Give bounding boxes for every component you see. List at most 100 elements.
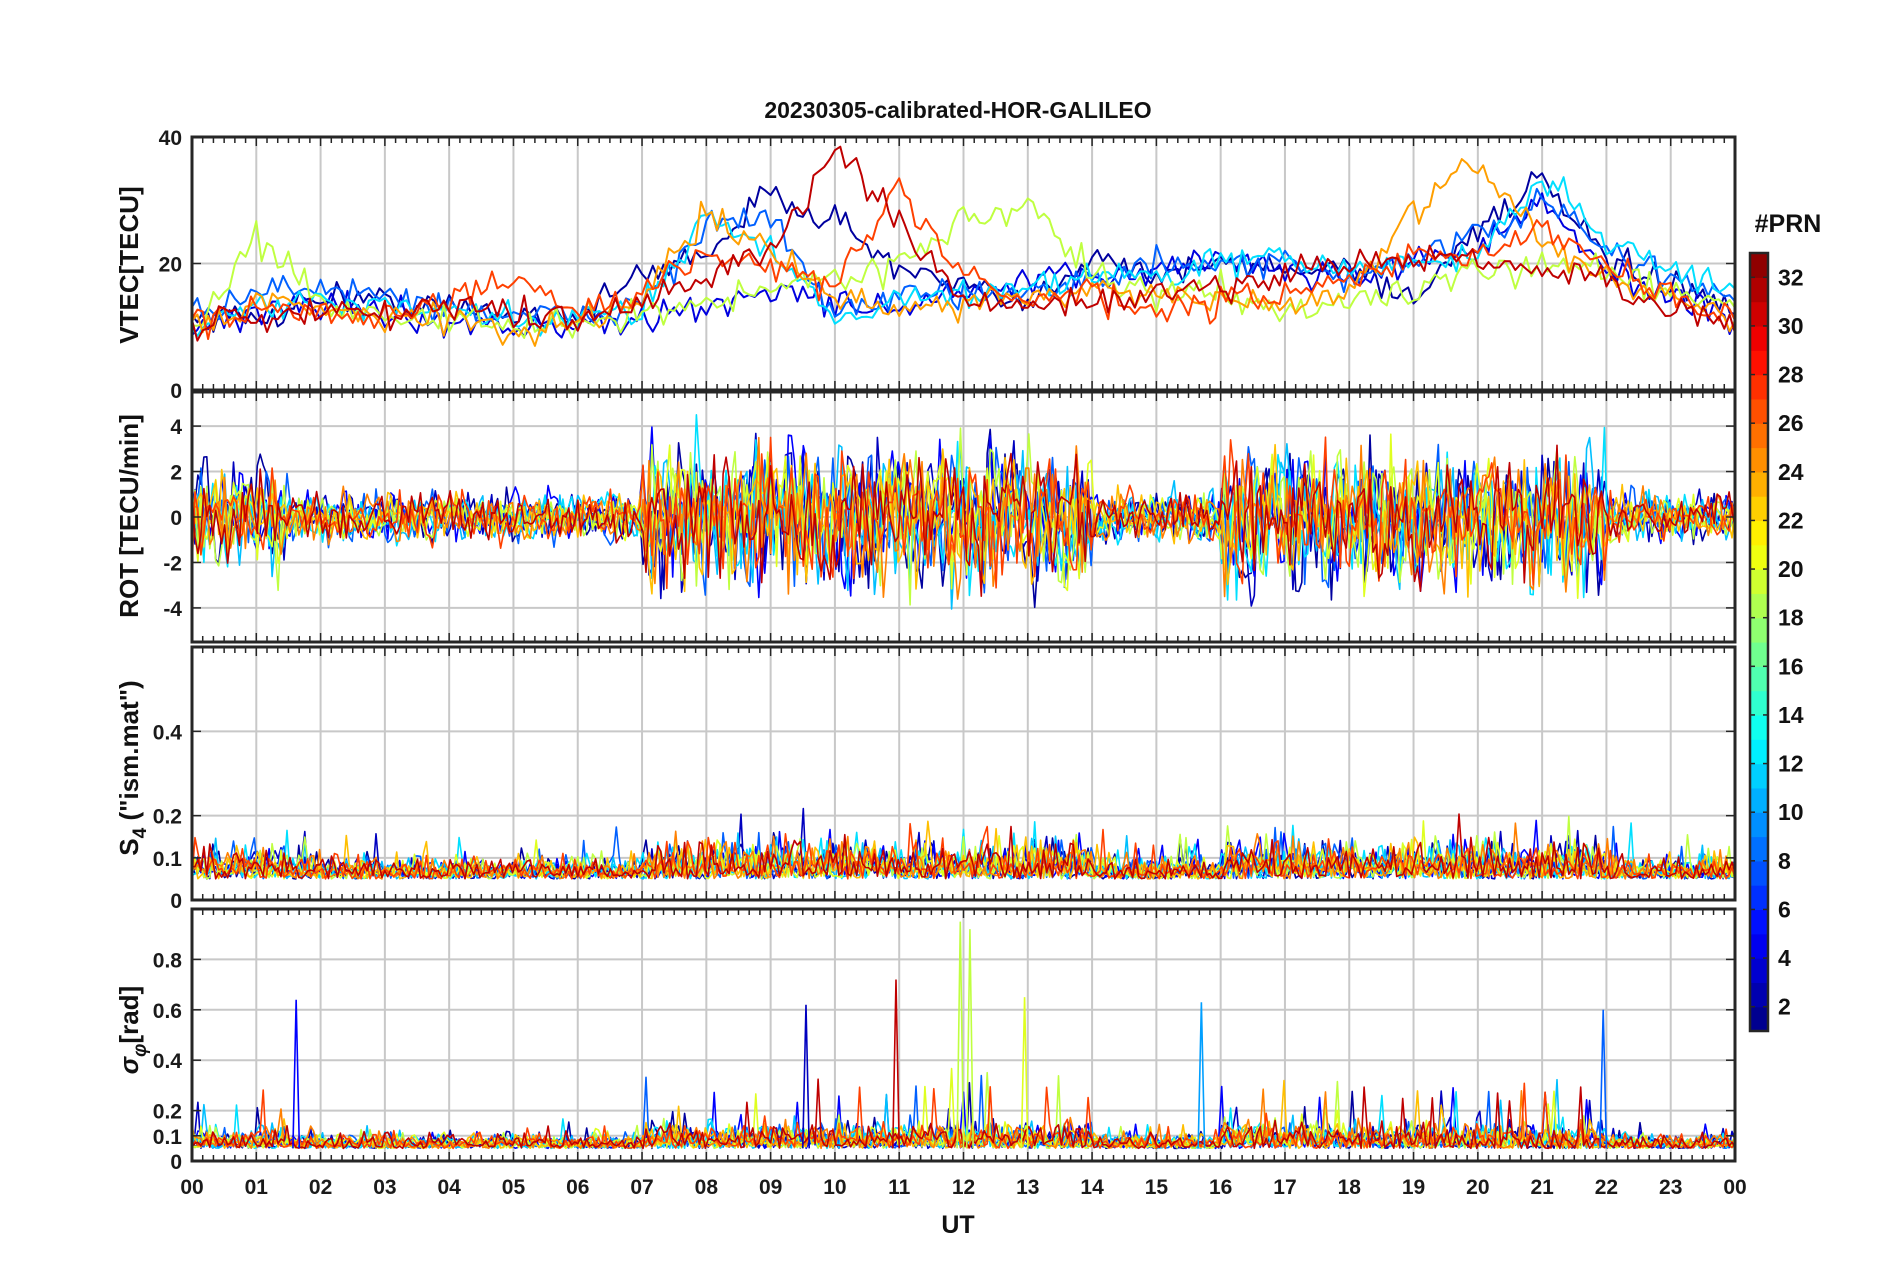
colorbar-tick-label: 18 — [1778, 605, 1804, 631]
colorbar-segment — [1750, 690, 1768, 716]
y-tick-label: 2 — [170, 462, 182, 485]
colorbar-segment — [1750, 350, 1768, 376]
sigma-phi-panel: 00.10.2 0.4 0.6 0.8 σφ[rad] — [114, 907, 1737, 1174]
colorbar-segment — [1750, 860, 1768, 886]
colorbar-title: #PRN — [1755, 210, 1822, 238]
y-tick-label: 40 — [159, 127, 182, 150]
colorbar-tick-label: 12 — [1778, 751, 1804, 777]
colorbar-segment — [1750, 885, 1768, 911]
colorbar-segment — [1750, 666, 1768, 692]
x-tick-label: 12 — [952, 1176, 975, 1199]
x-tick-label: 07 — [630, 1176, 653, 1199]
x-tick-label: 21 — [1530, 1176, 1554, 1199]
sigma-phi-spike — [292, 999, 301, 1149]
vtec-series-prn-24 — [192, 158, 1735, 347]
colorbar-segment — [1750, 471, 1768, 497]
colorbar-tick-label: 20 — [1778, 556, 1804, 582]
y-tick-label: 20 — [159, 254, 182, 277]
y-tick-label: -4 — [163, 598, 182, 621]
x-tick-label: 20 — [1466, 1176, 1489, 1199]
rot-panel: -4 -2 0 2 4 ROT [TECU/min] — [114, 390, 1737, 644]
y-tick-label: 0.2 — [153, 1101, 182, 1124]
sigma-phi-spike — [1020, 997, 1029, 1149]
colorbar-tick-label: 22 — [1778, 507, 1804, 533]
sigma-phi-spike — [1197, 1002, 1206, 1149]
rot-axis-label: ROT [TECU/min] — [114, 414, 144, 618]
y-tick-label: 0.2 — [153, 806, 182, 829]
colorbar-segment — [1750, 544, 1768, 570]
x-tick-label: 04 — [437, 1176, 461, 1199]
trace-prn-23 — [192, 443, 1735, 598]
vtec-axis-label: VTEC[TECU] — [114, 186, 144, 343]
colorbar-segment — [1750, 836, 1768, 862]
y-tick-label: 0.6 — [153, 1000, 182, 1023]
y-tick-label: 0.4 — [153, 721, 183, 744]
axes-frame — [190, 907, 1737, 1163]
y-tick-label: 0.1 — [153, 848, 183, 871]
trace-prn-31 — [192, 444, 1735, 598]
x-tick-label: 15 — [1145, 1176, 1169, 1199]
y-tick-label: 0 — [170, 1151, 182, 1174]
colorbar-segment — [1750, 325, 1768, 351]
colorbar-segment — [1750, 909, 1768, 935]
x-tick-label: 19 — [1402, 1176, 1425, 1199]
x-tick-label: 13 — [1016, 1176, 1039, 1199]
colorbar-segment — [1750, 617, 1768, 643]
colorbar-segment — [1750, 812, 1768, 838]
y-tick-label: 4 — [170, 416, 182, 439]
axes-frame — [190, 390, 1737, 644]
colorbar-tick-label: 6 — [1778, 896, 1791, 922]
x-tick-label: 18 — [1338, 1176, 1362, 1199]
y-tick-label: 0 — [170, 890, 182, 913]
colorbar-segment — [1750, 398, 1768, 424]
colorbar-segment — [1750, 569, 1768, 594]
colorbar-tick-label: 2 — [1778, 994, 1791, 1020]
colorbar-segment — [1750, 787, 1768, 813]
colorbar-segment — [1750, 958, 1768, 983]
x-tick-label: 01 — [245, 1176, 269, 1199]
sigma-phi-spike — [956, 921, 965, 1149]
colorbar-frame — [1748, 251, 1770, 1033]
y-tick-label: 0.8 — [153, 949, 183, 972]
x-tick-labels: 00 01 02 03 04 05 06 07 08 09 10 11 12 13 14 15 16 17 18 19… — [180, 1176, 1746, 1199]
x-tick-label: 22 — [1595, 1176, 1618, 1199]
colorbar-segment — [1750, 739, 1768, 765]
colorbar-segment — [1750, 301, 1768, 327]
x-tick-label: 10 — [823, 1176, 846, 1199]
x-tick-label: 00 — [1723, 1176, 1746, 1199]
x-tick-label: 08 — [695, 1176, 719, 1199]
s4-panel: 0 0.1 0.2 0.4 S4 ("ism.mat") — [114, 645, 1737, 913]
sigma-phi-spike — [965, 929, 974, 1149]
x-tick-label: 03 — [373, 1176, 396, 1199]
colorbar-tick-label: 8 — [1778, 848, 1791, 874]
colorbar-segment — [1750, 714, 1768, 740]
colorbar-tick-label: 10 — [1778, 799, 1804, 825]
colorbar-segment — [1750, 447, 1768, 473]
vtec-series-prn-2 — [192, 171, 1735, 333]
colorbar-tick-label: 28 — [1778, 362, 1804, 388]
x-axis-label: UT — [941, 1211, 974, 1239]
vtec-series-prn-31 — [192, 145, 1735, 342]
trace-prn-31 — [192, 813, 1735, 880]
colorbar-segment — [1750, 253, 1768, 278]
x-tick-label: 14 — [1080, 1176, 1104, 1199]
colorbar-tick-label: 26 — [1778, 410, 1804, 436]
colorbar-tick-label: 14 — [1778, 702, 1804, 728]
s4-axis-label: S4 ("ism.mat") — [114, 680, 151, 855]
chart-title: 20230305-calibrated-HOR-GALILEO — [764, 97, 1151, 123]
colorbar-segment — [1750, 1006, 1768, 1032]
colorbar-tick-label: 32 — [1778, 264, 1804, 290]
x-tick-label: 05 — [502, 1176, 526, 1199]
y-tick-label: 0 — [170, 380, 182, 403]
y-tick-label: 0 — [170, 507, 182, 530]
x-tick-label: 09 — [759, 1176, 782, 1199]
x-tick-label: 11 — [888, 1176, 911, 1199]
colorbar-segment — [1750, 982, 1768, 1008]
trace-prn-27 — [192, 822, 1735, 880]
colorbar-segment — [1750, 763, 1768, 789]
y-tick-label: -2 — [163, 552, 182, 575]
colorbar-tick-label: 30 — [1778, 313, 1804, 339]
colorbar-segment — [1750, 496, 1768, 522]
